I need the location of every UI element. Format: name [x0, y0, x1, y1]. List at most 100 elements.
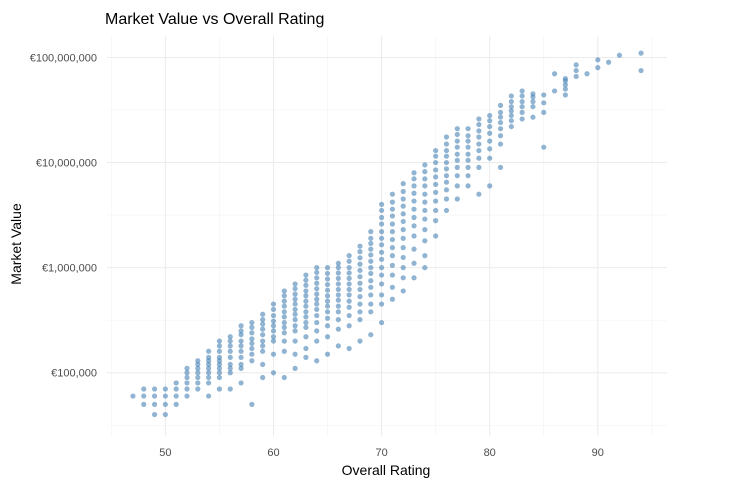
data-point: [173, 380, 179, 386]
x-axis-tick-labels: 50 60 70 80 90: [159, 447, 604, 459]
data-point: [400, 288, 406, 294]
data-point: [433, 189, 439, 195]
data-point: [173, 386, 179, 392]
data-point: [443, 207, 450, 214]
data-point: [378, 207, 385, 214]
data-point: [389, 199, 396, 205]
data-point: [260, 338, 266, 344]
data-point: [422, 191, 428, 197]
data-point: [368, 258, 374, 264]
data-point: [465, 126, 471, 132]
data-point: [184, 370, 190, 376]
data-point: [497, 102, 504, 108]
data-point: [335, 309, 341, 315]
data-point: [227, 361, 233, 368]
data-point: [195, 370, 201, 376]
data-point: [476, 141, 482, 147]
minor-gridlines: [107, 36, 667, 436]
data-point: [260, 326, 266, 332]
data-point: [389, 191, 396, 197]
data-point: [584, 71, 590, 77]
data-point: [346, 312, 352, 319]
data-point: [422, 169, 428, 175]
data-point: [368, 265, 374, 271]
data-point: [227, 348, 233, 354]
data-point: [303, 345, 309, 352]
data-point: [411, 223, 417, 229]
data-point: [303, 334, 309, 340]
data-point: [508, 93, 514, 99]
y-axis-tick-labels: €100,000 €1,000,000 €10,000,000 €100,000,00…: [30, 52, 97, 379]
data-point: [173, 401, 179, 407]
data-point: [368, 270, 374, 277]
data-point: [195, 358, 201, 364]
data-point: [292, 323, 298, 329]
data-point: [476, 164, 482, 170]
data-point: [400, 203, 406, 209]
data-point: [292, 328, 298, 334]
data-point: [422, 265, 428, 271]
data-point: [595, 65, 601, 71]
data-point: [368, 292, 374, 298]
data-point: [324, 334, 331, 340]
data-point: [551, 71, 558, 77]
data-point: [314, 312, 320, 319]
data-point: [335, 343, 341, 349]
data-point: [162, 411, 168, 418]
data-point: [270, 318, 277, 324]
data-point: [151, 401, 158, 407]
data-point: [422, 176, 428, 182]
data-point: [433, 233, 439, 239]
data-point: [292, 351, 298, 357]
data-point: [378, 319, 385, 326]
data-point: [314, 275, 320, 281]
data-point: [130, 393, 136, 399]
data-point: [476, 128, 482, 134]
data-point: [249, 330, 255, 336]
data-point: [378, 214, 385, 221]
data-point: [281, 374, 287, 381]
data-point: [389, 253, 396, 259]
data-point: [357, 317, 363, 323]
data-point: [411, 170, 417, 176]
data-point: [270, 370, 277, 376]
data-point: [324, 315, 331, 321]
data-point: [562, 92, 568, 98]
data-point: [422, 162, 428, 168]
data-point: [238, 343, 244, 349]
data-point: [411, 198, 417, 204]
data-point: [324, 281, 331, 288]
data-point: [270, 306, 277, 313]
data-point: [411, 183, 417, 189]
data-point: [292, 291, 298, 297]
data-point: [324, 293, 331, 299]
data-point: [292, 311, 298, 317]
data-point: [270, 312, 277, 319]
data-point: [184, 365, 190, 371]
data-point: [260, 317, 266, 323]
data-point: [184, 393, 190, 399]
data-point: [465, 183, 471, 189]
data-point: [389, 236, 396, 243]
data-point: [562, 75, 568, 82]
data-point: [389, 296, 396, 302]
x-tick-label: 60: [267, 447, 279, 459]
data-point: [335, 260, 341, 266]
data-point: [346, 345, 352, 352]
data-point: [357, 294, 363, 300]
data-point: [562, 82, 568, 88]
data-point: [497, 114, 504, 120]
data-point: [497, 126, 504, 132]
data-point: [324, 287, 331, 293]
data-point: [270, 328, 277, 334]
data-point: [281, 330, 287, 336]
data-point: [433, 181, 439, 187]
data-point: [346, 323, 352, 329]
data-point: [562, 86, 568, 92]
data-point: [151, 393, 158, 399]
data-point: [400, 265, 406, 271]
data-point: [465, 151, 471, 157]
data-point: [433, 198, 439, 204]
